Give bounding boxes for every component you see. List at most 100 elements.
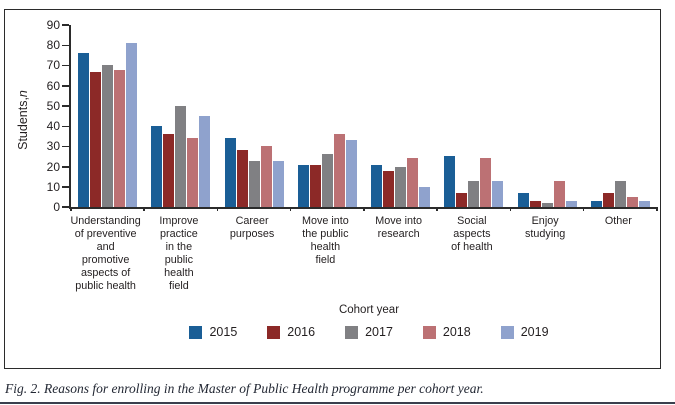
legend-label-2018: 2018 <box>442 325 471 339</box>
x-axis-labels: Understanding of preventive and promotiv… <box>69 215 655 293</box>
y-tick-mark-90 <box>62 24 69 26</box>
y-tick-mark-20 <box>62 165 69 168</box>
bar-2015-cat0 <box>78 53 90 207</box>
legend-item-2015: 2015 <box>189 325 237 339</box>
x-label-1: Improve practice in the public health fi… <box>159 215 199 292</box>
bar-2017-cat4 <box>395 166 407 207</box>
bar-group-2 <box>218 25 291 207</box>
bar-2017-cat1 <box>175 105 187 207</box>
y-tick-label-20: 20 <box>46 159 60 174</box>
bar-2017-cat2 <box>248 160 260 207</box>
bar-2018-cat0 <box>114 69 126 207</box>
y-tick-label-50: 50 <box>46 98 60 113</box>
bar-2019-cat3 <box>345 140 357 207</box>
bar-2017-cat0 <box>102 65 114 207</box>
legend-label-2019: 2019 <box>520 325 549 339</box>
bar-group-7 <box>584 25 657 207</box>
y-tick-label-10: 10 <box>46 179 60 194</box>
bar-2015-cat2 <box>224 138 236 207</box>
x-tick-mark-3 <box>289 207 292 211</box>
bar-2016-cat6 <box>529 200 541 207</box>
x-tick-mark-7 <box>582 207 585 211</box>
bar-2015-cat4 <box>371 164 383 207</box>
y-tick-mark-40 <box>62 125 69 128</box>
bar-2016-cat1 <box>163 134 175 207</box>
bar-2017-cat6 <box>541 202 553 207</box>
y-tick-label-60: 60 <box>46 78 60 93</box>
bar-2016-cat7 <box>602 192 614 207</box>
legend-swatch-2019 <box>500 325 514 339</box>
bar-2016-cat2 <box>236 150 248 207</box>
legend-item-2017: 2017 <box>345 325 393 339</box>
y-tick-mark-10 <box>62 186 69 188</box>
y-tick-mark-60 <box>62 85 69 87</box>
bar-2018-cat3 <box>333 134 345 207</box>
chart-frame: Students, n 0 10 20 30 40 50 60 70 80 90 Understa… <box>4 9 661 369</box>
x-label-2: Career purposes <box>229 215 275 240</box>
x-label-5: Social aspects of health <box>451 215 493 253</box>
bar-2019-cat1 <box>199 116 211 207</box>
bars-container <box>71 25 657 207</box>
bar-2018-cat1 <box>187 138 199 207</box>
bar-2019-cat2 <box>272 160 284 207</box>
bar-2018-cat5 <box>480 158 492 207</box>
x-label-7: Other <box>604 215 632 227</box>
bar-2015-cat7 <box>590 200 602 207</box>
bar-group-4 <box>364 25 437 207</box>
bar-2018-cat6 <box>553 180 565 207</box>
y-tick-label-40: 40 <box>46 119 60 134</box>
bar-2018-cat4 <box>407 158 419 207</box>
legend-swatch-2017 <box>345 325 359 339</box>
legend-item-2019: 2019 <box>500 325 549 339</box>
legend-swatch-2018 <box>422 325 436 339</box>
x-tick-mark-2 <box>216 207 219 211</box>
legend-label-2015: 2015 <box>209 325 238 339</box>
x-label-0: Understanding of preventive and promotiv… <box>70 215 141 292</box>
bar-2017-cat5 <box>468 180 480 207</box>
legend-swatch-2016 <box>267 325 281 339</box>
legend-label-2016: 2016 <box>287 325 316 339</box>
x-label-3: Move into the public health field <box>301 215 349 266</box>
legend-item-2018: 2018 <box>422 325 471 339</box>
x-tick-mark-6 <box>509 207 512 211</box>
y-tick-mark-50 <box>62 105 69 107</box>
bar-group-1 <box>144 25 217 207</box>
y-tick-mark-70 <box>62 64 69 67</box>
x-tick-mark-4 <box>363 207 365 211</box>
y-tick-label-0: 0 <box>53 200 60 214</box>
legend: 2015 2016 2017 2018 2019 <box>69 325 669 339</box>
y-axis-title-italic-n: n <box>16 90 30 98</box>
bar-2019-cat7 <box>638 200 650 207</box>
y-tick-mark-0 <box>62 206 69 208</box>
bar-2017-cat3 <box>321 154 333 207</box>
y-tick-label-70: 70 <box>46 58 60 73</box>
bar-group-3 <box>291 25 364 207</box>
x-tick-mark-0 <box>70 207 72 211</box>
bar-2019-cat0 <box>126 43 138 207</box>
bar-2019-cat6 <box>565 200 577 207</box>
y-tick-label-30: 30 <box>46 139 60 154</box>
bar-2016-cat3 <box>309 164 321 207</box>
bar-group-0 <box>71 25 144 207</box>
bar-2015-cat6 <box>517 192 529 207</box>
bar-2017-cat7 <box>614 180 626 207</box>
bar-2019-cat5 <box>492 180 504 207</box>
legend-item-2016: 2016 <box>267 325 315 339</box>
y-tick-label-80: 80 <box>46 38 60 53</box>
bar-2019-cat4 <box>419 186 431 207</box>
bar-2015-cat5 <box>444 156 456 207</box>
y-tick-mark-30 <box>62 145 69 148</box>
bar-2018-cat2 <box>260 146 272 207</box>
y-axis-title-text: Students, <box>16 97 30 150</box>
bottom-rule <box>0 402 675 404</box>
bar-2016-cat5 <box>456 192 468 207</box>
figure-caption: Fig. 2. Reasons for enrolling in the Mas… <box>5 381 484 396</box>
bar-2015-cat1 <box>151 126 163 207</box>
bar-2018-cat7 <box>626 196 638 207</box>
bar-group-5 <box>437 25 510 207</box>
x-tick-mark-5 <box>436 207 438 211</box>
x-label-4: Move into research <box>375 215 423 240</box>
legend-label-2017: 2017 <box>365 325 393 339</box>
legend-swatch-2015 <box>189 325 203 339</box>
